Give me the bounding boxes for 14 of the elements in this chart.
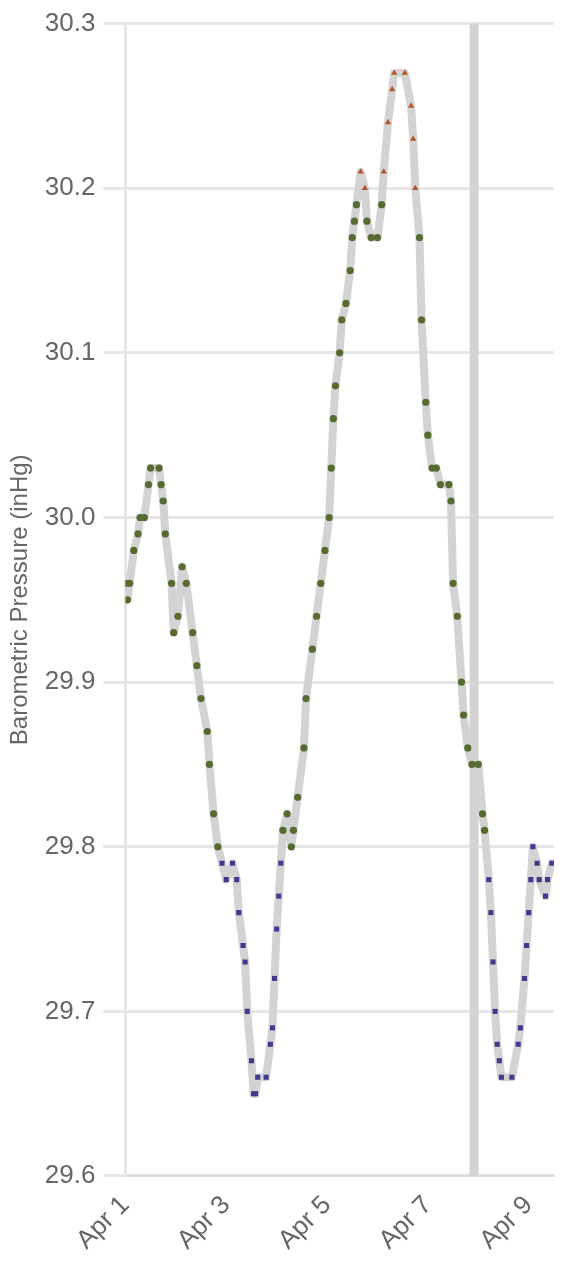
y-tick-label: 30.0 xyxy=(44,500,96,531)
y-tick-label: 29.9 xyxy=(44,665,96,696)
y-tick-label: 29.8 xyxy=(44,829,96,860)
y-tick-label: 30.2 xyxy=(44,171,96,202)
y-tick-label: 29.7 xyxy=(44,994,96,1025)
y-tick-label: 30.1 xyxy=(44,336,96,367)
y-tick-label: 29.6 xyxy=(44,1159,96,1190)
x-tick-label: Apr 3 xyxy=(170,1189,236,1255)
x-tick-label: Apr 7 xyxy=(372,1189,438,1255)
x-tick-label: Apr 1 xyxy=(69,1189,135,1255)
x-tick-label: Apr 9 xyxy=(472,1189,539,1255)
y-tick-label: 30.3 xyxy=(44,6,96,37)
x-tick-label: Apr 5 xyxy=(271,1189,337,1255)
y-axis-title: Barometric Pressure (inHg) xyxy=(5,454,33,746)
